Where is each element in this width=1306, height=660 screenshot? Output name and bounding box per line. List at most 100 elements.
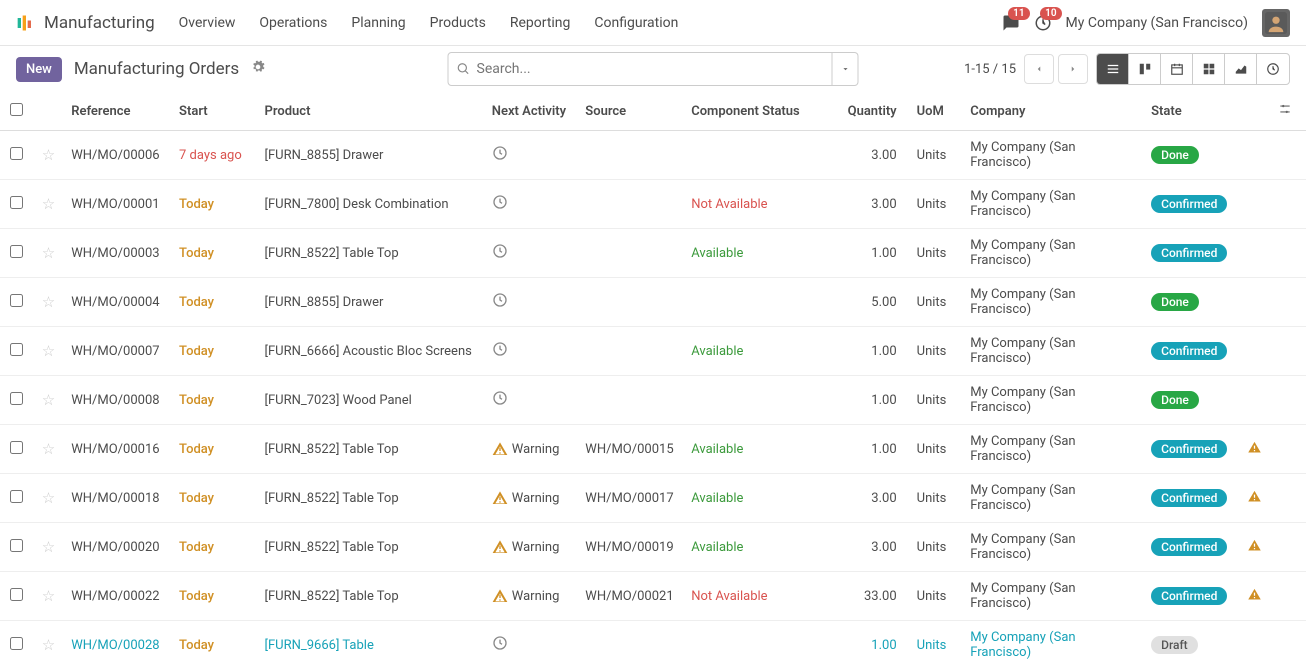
cell-reference[interactable]: WH/MO/00004 — [63, 278, 171, 327]
gear-icon[interactable] — [251, 60, 265, 78]
cell-reference[interactable]: WH/MO/00020 — [63, 523, 171, 572]
nav-products[interactable]: Products — [430, 15, 486, 31]
view-list[interactable] — [1097, 54, 1129, 84]
activities-button[interactable]: 10 — [1034, 14, 1052, 32]
select-all-checkbox[interactable] — [10, 103, 23, 116]
nav-reporting[interactable]: Reporting — [510, 15, 571, 31]
cell-source[interactable]: WH/MO/00021 — [577, 572, 683, 621]
row-checkbox[interactable] — [10, 245, 23, 258]
cell-company[interactable]: My Company (San Francisco) — [962, 425, 1143, 474]
pager-prev[interactable] — [1024, 54, 1054, 84]
cell-product[interactable]: [FURN_8855] Drawer — [257, 278, 484, 327]
user-avatar[interactable] — [1262, 9, 1290, 37]
nav-operations[interactable]: Operations — [259, 15, 327, 31]
cell-company[interactable]: My Company (San Francisco) — [962, 572, 1143, 621]
table-row[interactable]: ☆WH/MO/00018Today[FURN_8522] Table TopWa… — [0, 474, 1306, 523]
star-icon[interactable]: ☆ — [42, 195, 55, 213]
cell-source[interactable] — [577, 376, 683, 425]
header-checkbox[interactable] — [0, 92, 34, 131]
star-icon[interactable]: ☆ — [42, 587, 55, 605]
star-icon[interactable]: ☆ — [42, 342, 55, 360]
cell-activity[interactable] — [484, 278, 578, 327]
cell-reference[interactable]: WH/MO/00008 — [63, 376, 171, 425]
star-icon[interactable]: ☆ — [42, 636, 55, 654]
table-row[interactable]: ☆WH/MO/00007Today[FURN_6666] Acoustic Bl… — [0, 327, 1306, 376]
cell-company[interactable]: My Company (San Francisco) — [962, 229, 1143, 278]
row-checkbox[interactable] — [10, 539, 23, 552]
cell-reference[interactable]: WH/MO/00003 — [63, 229, 171, 278]
header-next-activity[interactable]: Next Activity — [484, 92, 578, 131]
cell-product[interactable]: [FURN_8522] Table Top — [257, 229, 484, 278]
cell-activity[interactable] — [484, 376, 578, 425]
cell-product[interactable]: [FURN_8855] Drawer — [257, 131, 484, 180]
header-settings[interactable] — [1270, 92, 1306, 131]
cell-product[interactable]: [FURN_7023] Wood Panel — [257, 376, 484, 425]
view-calendar[interactable] — [1161, 54, 1193, 84]
cell-product[interactable]: [FURN_6666] Acoustic Bloc Screens — [257, 327, 484, 376]
table-row[interactable]: ☆WH/MO/00008Today[FURN_7023] Wood Panel1… — [0, 376, 1306, 425]
pager-text[interactable]: 1-15 / 15 — [964, 62, 1016, 77]
cell-company[interactable]: My Company (San Francisco) — [962, 376, 1143, 425]
cell-company[interactable]: My Company (San Francisco) — [962, 131, 1143, 180]
star-icon[interactable]: ☆ — [42, 146, 55, 164]
cell-source[interactable] — [577, 229, 683, 278]
star-icon[interactable]: ☆ — [42, 293, 55, 311]
row-checkbox[interactable] — [10, 147, 23, 160]
row-checkbox[interactable] — [10, 392, 23, 405]
star-icon[interactable]: ☆ — [42, 538, 55, 556]
cell-product[interactable]: [FURN_7800] Desk Combination — [257, 180, 484, 229]
cell-activity[interactable] — [484, 621, 578, 660]
row-checkbox[interactable] — [10, 294, 23, 307]
cell-source[interactable]: WH/MO/00019 — [577, 523, 683, 572]
cell-reference[interactable]: WH/MO/00016 — [63, 425, 171, 474]
row-checkbox[interactable] — [10, 490, 23, 503]
cell-company[interactable]: My Company (San Francisco) — [962, 621, 1143, 660]
star-icon[interactable]: ☆ — [42, 244, 55, 262]
cell-source[interactable] — [577, 621, 683, 660]
cell-product[interactable]: [FURN_8522] Table Top — [257, 523, 484, 572]
cell-source[interactable]: WH/MO/00017 — [577, 474, 683, 523]
nav-planning[interactable]: Planning — [351, 15, 405, 31]
messages-button[interactable]: 11 — [1002, 14, 1020, 32]
nav-overview[interactable]: Overview — [179, 15, 236, 31]
cell-reference[interactable]: WH/MO/00022 — [63, 572, 171, 621]
cell-product[interactable]: [FURN_8522] Table Top — [257, 474, 484, 523]
cell-reference[interactable]: WH/MO/00006 — [63, 131, 171, 180]
header-state[interactable]: State — [1143, 92, 1239, 131]
cell-product[interactable]: [FURN_8522] Table Top — [257, 572, 484, 621]
table-row[interactable]: ☆WH/MO/00020Today[FURN_8522] Table TopWa… — [0, 523, 1306, 572]
star-icon[interactable]: ☆ — [42, 489, 55, 507]
table-row[interactable]: ☆WH/MO/00028Today[FURN_9666] Table1.00Un… — [0, 621, 1306, 660]
cell-activity[interactable] — [484, 229, 578, 278]
new-button[interactable]: New — [16, 57, 62, 82]
star-icon[interactable]: ☆ — [42, 440, 55, 458]
header-quantity[interactable]: Quantity — [840, 92, 909, 131]
cell-product[interactable]: [FURN_8522] Table Top — [257, 425, 484, 474]
cell-reference[interactable]: WH/MO/00028 — [63, 621, 171, 660]
cell-source[interactable] — [577, 180, 683, 229]
app-name[interactable]: Manufacturing — [44, 13, 155, 33]
cell-source[interactable] — [577, 327, 683, 376]
row-checkbox[interactable] — [10, 441, 23, 454]
header-product[interactable]: Product — [257, 92, 484, 131]
header-reference[interactable]: Reference — [63, 92, 171, 131]
row-checkbox[interactable] — [10, 343, 23, 356]
cell-reference[interactable]: WH/MO/00007 — [63, 327, 171, 376]
view-kanban[interactable] — [1129, 54, 1161, 84]
table-row[interactable]: ☆WH/MO/00004Today[FURN_8855] Drawer5.00U… — [0, 278, 1306, 327]
table-row[interactable]: ☆WH/MO/00001Today[FURN_7800] Desk Combin… — [0, 180, 1306, 229]
row-checkbox[interactable] — [10, 637, 23, 650]
cell-company[interactable]: My Company (San Francisco) — [962, 474, 1143, 523]
cell-product[interactable]: [FURN_9666] Table — [257, 621, 484, 660]
cell-activity[interactable]: Warning — [484, 425, 578, 474]
cell-activity[interactable] — [484, 327, 578, 376]
cell-reference[interactable]: WH/MO/00018 — [63, 474, 171, 523]
star-icon[interactable]: ☆ — [42, 391, 55, 409]
search-dropdown[interactable] — [833, 52, 859, 86]
cell-activity[interactable]: Warning — [484, 572, 578, 621]
search-box[interactable] — [448, 52, 833, 86]
view-activity[interactable] — [1257, 54, 1289, 84]
view-graph[interactable] — [1225, 54, 1257, 84]
search-input[interactable] — [477, 61, 824, 77]
cell-reference[interactable]: WH/MO/00001 — [63, 180, 171, 229]
